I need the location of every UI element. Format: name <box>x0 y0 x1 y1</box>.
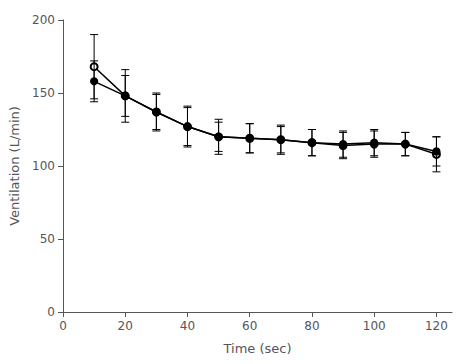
svg-text:0: 0 <box>47 305 55 319</box>
svg-text:80: 80 <box>304 319 319 333</box>
svg-text:50: 50 <box>40 232 55 246</box>
svg-text:Time (sec): Time (sec) <box>222 341 291 356</box>
svg-text:60: 60 <box>242 319 257 333</box>
svg-text:100: 100 <box>363 319 386 333</box>
svg-text:200: 200 <box>32 13 55 27</box>
svg-text:100: 100 <box>32 159 55 173</box>
svg-text:0: 0 <box>59 319 67 333</box>
svg-text:120: 120 <box>425 319 448 333</box>
svg-text:40: 40 <box>180 319 195 333</box>
svg-text:Ventilation (L/min): Ventilation (L/min) <box>7 106 22 226</box>
svg-text:150: 150 <box>32 86 55 100</box>
svg-text:20: 20 <box>118 319 133 333</box>
